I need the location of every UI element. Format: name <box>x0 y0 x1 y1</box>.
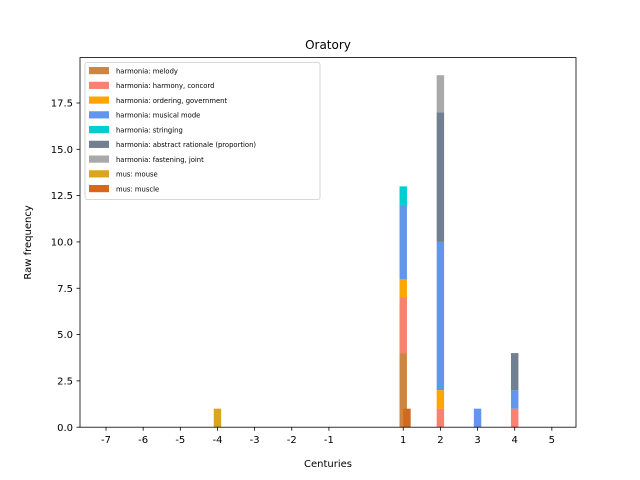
legend-label-5: harmonia: abstract rationale (proportion… <box>116 141 256 149</box>
legend-label-7: mus: mouse <box>116 171 158 179</box>
x-tick-label-1: -6 <box>138 435 148 446</box>
x-tick-label-8: 2 <box>437 435 443 446</box>
bar-s5-p0 <box>436 112 445 242</box>
y-tick-label-5: 12.5 <box>51 191 73 202</box>
x-axis-ticks: -7 -6 -5 -4 -3 -2 -1 1 2 3 4 5 <box>101 427 555 446</box>
legend-swatch-3 <box>89 111 109 119</box>
legend-swatch-7 <box>89 170 109 178</box>
x-tick-label-11: 5 <box>549 435 555 446</box>
legend-label-1: harmonia: harmony, concord <box>116 82 214 90</box>
x-tick-label-6: -1 <box>324 435 334 446</box>
x-tick-label-9: 3 <box>474 435 480 446</box>
y-tick-label-6: 15.0 <box>51 145 73 156</box>
x-tick-label-5: -2 <box>287 435 297 446</box>
y-axis-ticks: 0.0 2.5 5.0 7.5 10.0 12.5 15.0 17.5 <box>51 99 80 434</box>
legend-label-8: mus: muscle <box>116 185 159 193</box>
x-tick-label-3: -4 <box>212 435 222 446</box>
y-tick-label-0: 0.0 <box>57 423 73 434</box>
bar-s6-p0 <box>436 75 445 113</box>
y-tick-label-7: 17.5 <box>51 99 73 110</box>
bar-s3-p0 <box>399 204 407 279</box>
x-tick-label-7: 1 <box>400 435 406 446</box>
legend-swatch-1 <box>89 81 109 89</box>
bar-s3-p1 <box>436 241 445 391</box>
legend-swatch-8 <box>89 185 109 193</box>
x-tick-label-2: -5 <box>175 435 185 446</box>
bar-s3-p2 <box>473 408 482 428</box>
legend-swatch-0 <box>89 67 109 75</box>
legend-swatch-5 <box>89 140 109 148</box>
bar-s7-p0 <box>213 408 222 428</box>
bars-group <box>213 75 519 428</box>
legend-label-6: harmonia: fastening, joint <box>116 156 204 164</box>
y-tick-label-2: 5.0 <box>57 330 73 341</box>
legend-swatch-4 <box>89 126 109 134</box>
bar-s1-p1 <box>436 408 445 428</box>
bar-s2-p0 <box>399 278 407 298</box>
y-axis-label: Raw frequency <box>23 205 34 279</box>
legend-label-3: harmonia: musical mode <box>116 112 200 120</box>
legend-swatch-2 <box>89 96 109 104</box>
bar-s4-p0 <box>399 186 407 205</box>
bar-s5-p1 <box>510 353 519 391</box>
x-tick-label-0: -7 <box>101 435 111 446</box>
y-tick-label-4: 10.0 <box>51 238 73 249</box>
x-tick-label-10: 4 <box>512 435 518 446</box>
legend-box <box>84 62 321 200</box>
legend-label-4: harmonia: stringing <box>116 126 183 134</box>
y-tick-label-3: 7.5 <box>57 284 73 295</box>
bar-s0-p0 <box>399 353 407 428</box>
bar-s2-p1 <box>436 390 445 409</box>
x-tick-label-4: -3 <box>250 435 260 446</box>
chart-title: Oratory <box>305 38 351 52</box>
x-axis-label: Centuries <box>304 459 352 470</box>
legend-label-0: harmonia: melody <box>116 67 178 75</box>
axes-frame <box>79 57 577 428</box>
bar-s1-p0 <box>399 297 407 354</box>
legend: harmonia: melody harmonia: harmony, conco… <box>84 62 321 200</box>
legend-swatch-6 <box>89 155 109 163</box>
y-tick-label-1: 2.5 <box>57 376 73 387</box>
legend-label-2: harmonia: ordering, government <box>116 97 227 105</box>
bar-s3-p3 <box>510 390 519 409</box>
bar-s8-p0 <box>403 408 411 428</box>
bar-s1-p2 <box>510 408 519 428</box>
